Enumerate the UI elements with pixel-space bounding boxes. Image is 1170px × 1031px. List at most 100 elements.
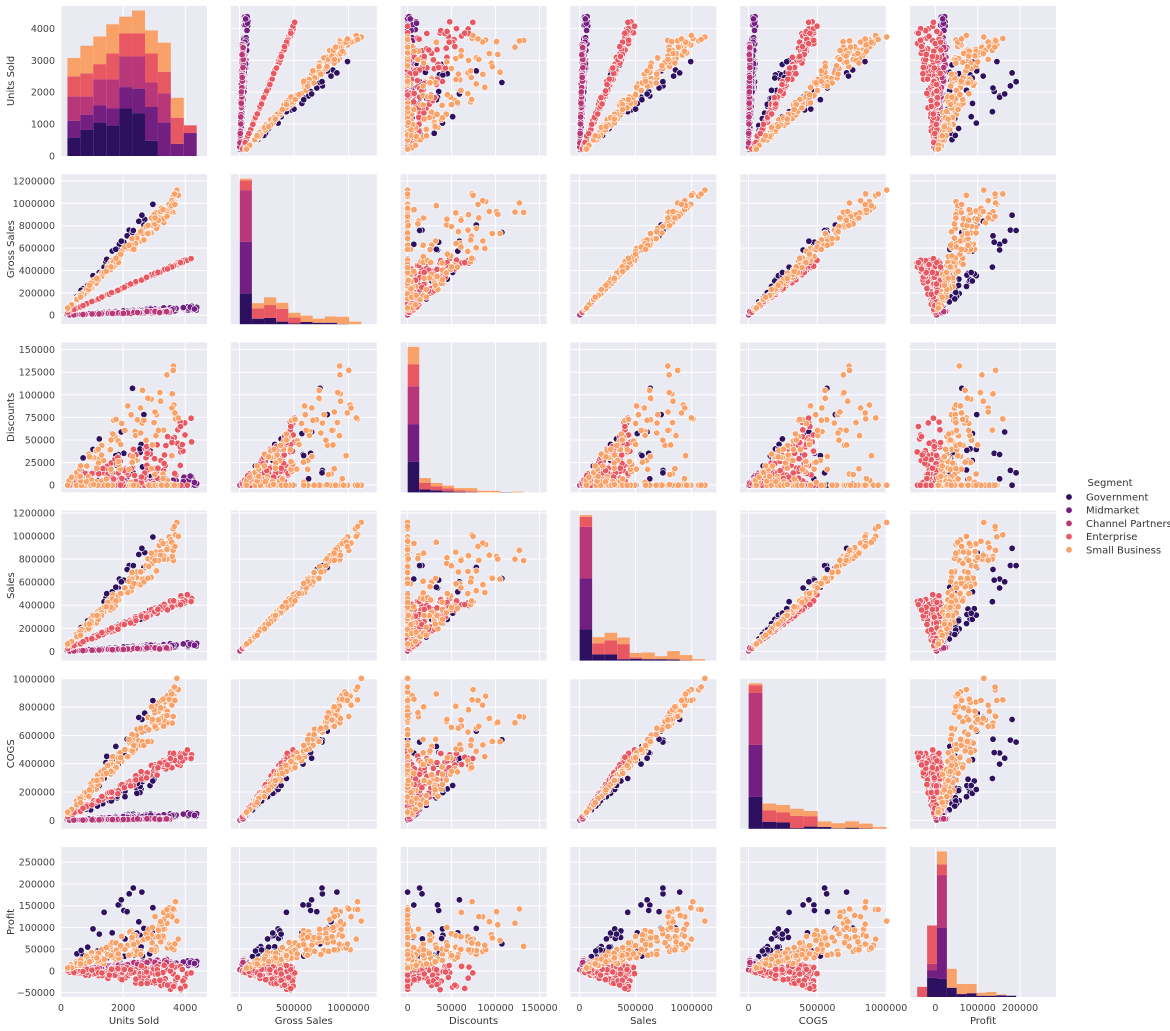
scatter-point [127,280,135,288]
panel-gross-sales-vs-units-sold [60,174,207,325]
scatter-point [449,113,457,121]
scatter-point [461,29,469,37]
scatter-point [404,221,412,229]
scatter-point [265,123,273,131]
scatter-point [958,35,966,43]
scatter-point [674,43,682,51]
y-tick-label: 0 [49,311,55,322]
scatter-point [445,38,453,46]
scatter-point [844,72,852,80]
scatter-point [272,64,280,72]
scatter-point [991,43,999,51]
scatter-point [930,64,938,72]
scatter-point [249,120,257,128]
scatter-point [642,77,650,85]
scatter-point [179,304,187,312]
scatter-point [443,27,451,35]
scatter-point [933,100,941,108]
scatter-point [163,308,171,316]
scatter-point [813,86,821,94]
scatter-point [190,305,198,313]
scatter-point [448,263,456,271]
scatter-point [602,123,610,131]
scatter-point [670,72,678,80]
scatter-point [457,216,465,224]
panel-units-sold-vs-units-sold [60,6,207,156]
y-tick-label: 4000 [31,24,55,35]
scatter-point [952,59,960,67]
scatter-point [442,44,450,52]
scatter-point [676,69,684,77]
hist-bar [183,133,197,156]
y-tick-label: 600000 [19,244,55,255]
hist-bar [239,190,252,242]
hist-bar [144,53,158,83]
scatter-point [992,37,1000,45]
hist-bar [132,113,145,156]
scatter-point [187,255,195,263]
scatter-point [496,229,504,237]
scatter-point [632,91,640,99]
scatter-point [291,18,299,26]
scatter-point [792,70,800,78]
scatter-point [832,62,840,70]
hist-bar [157,71,171,94]
scatter-point [237,120,245,128]
scatter-point [798,104,806,112]
hist-bar [67,120,81,138]
scatter-point [843,58,851,66]
scatter-point [917,43,925,51]
scatter-point [156,308,164,316]
scatter-point [576,120,584,128]
scatter-point [443,215,451,223]
scatter-point [461,259,469,267]
y-tick-label: 400000 [19,266,55,277]
scatter-point [767,86,775,94]
scatter-point [862,47,870,55]
hist-bar [144,106,158,141]
scatter-point [414,56,422,64]
scatter-point [624,18,632,26]
scatter-point [472,244,480,252]
hist-bar [80,114,94,130]
scatter-point [108,289,116,297]
scatter-point [135,217,143,225]
scatter-point [287,29,295,37]
scatter-point [404,235,412,243]
scatter-point [768,123,776,131]
scatter-point [585,129,593,137]
hist-bar [132,33,145,57]
scatter-point [238,73,246,81]
scatter-point [271,115,279,123]
hist-bar [93,105,107,123]
hist-bar [67,137,81,156]
scatter-point [420,52,428,60]
scatter-point [578,73,586,81]
scatter-point [1006,82,1014,90]
scatter-point [411,141,419,149]
hist-bar [157,93,171,123]
scatter-point [581,15,589,23]
hist-bar [106,125,120,156]
scatter-point [238,51,246,59]
hist-bar [144,140,158,156]
scatter-point [457,243,465,251]
scatter-point [295,91,303,99]
scatter-point [578,51,586,59]
panel-gross-sales-vs-discounts [400,174,547,325]
scatter-point [426,79,434,87]
scatter-point [929,110,937,118]
scatter-point [588,120,596,128]
scatter-point [134,308,142,316]
scatter-point [677,35,685,43]
scatter-point [468,254,476,262]
scatter-point [435,88,443,96]
scatter-point [778,81,786,89]
scatter-point [933,87,941,95]
scatter-point [927,102,935,110]
scatter-point [583,26,591,34]
scatter-point [420,274,428,282]
scatter-point [410,47,418,55]
scatter-point [759,120,767,128]
scatter-point [472,225,480,233]
